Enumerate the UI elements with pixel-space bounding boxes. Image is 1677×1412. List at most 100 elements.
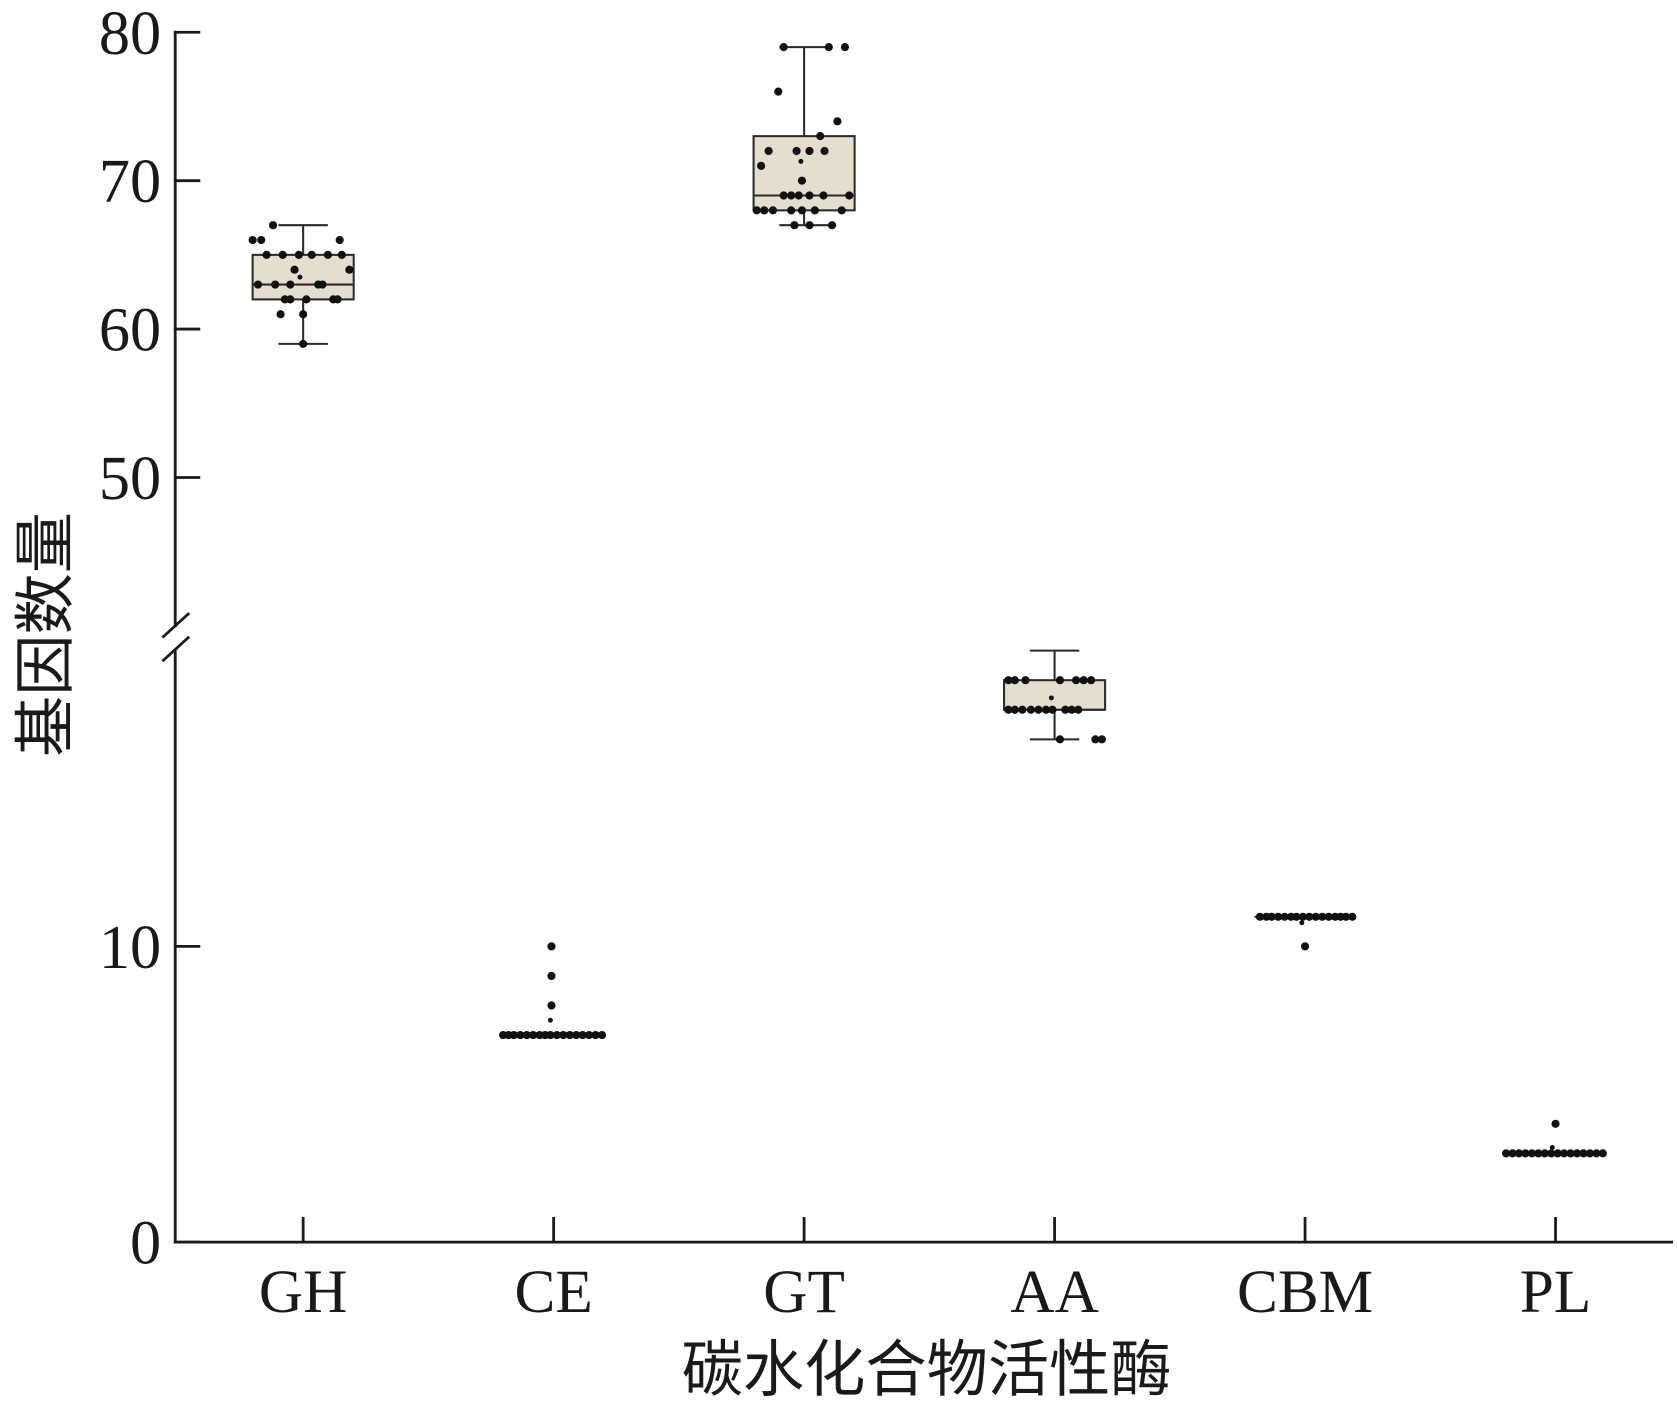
data-point [268, 221, 278, 230]
y-tick-label: 10 [99, 913, 161, 982]
data-point [299, 339, 308, 348]
box [251, 253, 355, 301]
data-point [760, 206, 769, 215]
data-point [572, 1030, 581, 1040]
box-group [1254, 912, 1357, 951]
data-point [552, 1030, 561, 1040]
y-axis-title: 基因数量 [13, 512, 81, 757]
box-group [1501, 1119, 1607, 1158]
data-point [764, 146, 773, 156]
data-point [1071, 676, 1081, 685]
data-point [290, 265, 299, 274]
data-point [1324, 912, 1333, 921]
data-point [1067, 705, 1076, 714]
data-point [278, 250, 287, 259]
data-point [805, 146, 814, 156]
data-point [248, 235, 257, 245]
data-point [522, 1030, 531, 1040]
x-tick-label: AA [1010, 1258, 1098, 1326]
data-point [286, 295, 295, 304]
data-point [1048, 705, 1057, 714]
axes: 0 10 50 60 70 80 GH CE GT AA CBM PL [99, 0, 1674, 1326]
data-point [1534, 1149, 1543, 1158]
data-point [345, 265, 354, 274]
data-point [1010, 676, 1019, 685]
data-point [1553, 1149, 1562, 1158]
data-point [1255, 912, 1264, 921]
data-point [302, 295, 311, 304]
data-point [565, 1030, 574, 1040]
data-point [810, 206, 819, 215]
x-tick-label: CE [514, 1258, 592, 1326]
x-tick-label: GT [763, 1258, 845, 1326]
data-point [271, 280, 280, 289]
data-point [257, 235, 266, 245]
box-group [752, 43, 856, 230]
data-point [757, 161, 766, 170]
data-point [840, 43, 850, 52]
data-point [1566, 1149, 1575, 1158]
data-point [1074, 705, 1083, 714]
data-point [1560, 1149, 1569, 1158]
data-point [333, 295, 342, 304]
data-point [318, 280, 327, 289]
data-point [779, 191, 788, 200]
data-point [578, 1030, 587, 1040]
data-point [824, 43, 833, 52]
mean-marker [1048, 695, 1054, 701]
data-point [1551, 1119, 1560, 1128]
mean-marker [1299, 920, 1305, 926]
data-point [837, 206, 846, 215]
x-tick-label: PL [1520, 1258, 1591, 1326]
data-point [1300, 942, 1310, 951]
data-point [1097, 735, 1106, 744]
data-point [833, 117, 842, 126]
data-point [253, 280, 263, 289]
data-point [516, 1030, 525, 1040]
data-point [1572, 1149, 1582, 1158]
mean-marker [798, 158, 804, 164]
data-point [335, 235, 344, 245]
y-tick-label: 80 [99, 0, 161, 68]
x-tick-label: CBM [1237, 1258, 1373, 1326]
data-point [1348, 912, 1357, 921]
data-point [1280, 912, 1289, 921]
data-point [1041, 705, 1051, 714]
data-point [1055, 676, 1065, 685]
data-point [1298, 912, 1307, 921]
data-point [286, 280, 295, 289]
x-axis-title: 碳水化合物活性酶 [682, 1336, 1172, 1404]
mean-marker [1549, 1144, 1555, 1150]
data-point [1540, 1149, 1549, 1158]
data-point [1521, 1149, 1530, 1158]
data-point [779, 43, 788, 52]
data-point [792, 146, 801, 156]
mean-marker [297, 274, 303, 280]
data-point [1087, 676, 1096, 685]
data-point [509, 1030, 518, 1040]
y-tick-label: 0 [130, 1209, 161, 1278]
data-point [1021, 676, 1030, 685]
box-group [248, 221, 355, 348]
data-point [262, 250, 271, 259]
data-point [805, 221, 814, 230]
data-point [787, 206, 796, 215]
y-tick-label: 50 [99, 444, 161, 513]
data-point [337, 250, 346, 259]
data-point [547, 1001, 556, 1010]
data-point [1026, 705, 1036, 714]
data-point [1292, 912, 1301, 921]
data-point [827, 221, 837, 230]
y-tick-label: 70 [99, 147, 161, 216]
data-point [1514, 1149, 1524, 1158]
data-point [585, 1030, 594, 1040]
data-point [1267, 912, 1276, 921]
data-point [819, 191, 828, 200]
x-tick-label: GH [259, 1258, 347, 1326]
data-point [299, 310, 308, 319]
data-point [1018, 705, 1027, 714]
data-point [1079, 676, 1088, 685]
data-point [1547, 1149, 1556, 1158]
data-point [1585, 1149, 1595, 1158]
